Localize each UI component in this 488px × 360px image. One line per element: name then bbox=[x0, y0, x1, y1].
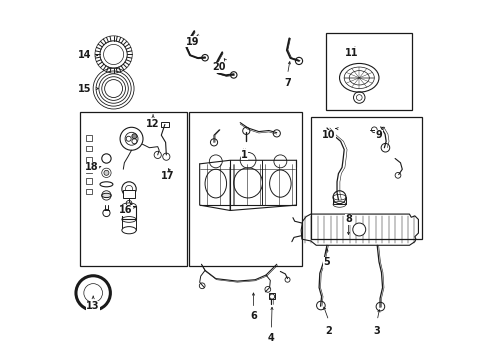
Text: 3: 3 bbox=[373, 325, 380, 336]
Text: 13: 13 bbox=[86, 301, 100, 311]
Text: 12: 12 bbox=[146, 120, 160, 129]
Ellipse shape bbox=[122, 226, 136, 234]
Bar bbox=[86, 157, 92, 162]
Bar bbox=[86, 178, 92, 184]
Bar bbox=[161, 122, 169, 127]
Bar bbox=[86, 146, 92, 151]
Ellipse shape bbox=[102, 193, 111, 198]
Circle shape bbox=[132, 134, 137, 139]
Bar bbox=[188, 112, 301, 266]
Bar bbox=[310, 117, 421, 239]
Bar bbox=[86, 189, 92, 194]
Bar bbox=[86, 167, 92, 173]
Text: 2: 2 bbox=[325, 325, 331, 336]
Text: 18: 18 bbox=[85, 162, 99, 172]
Text: 5: 5 bbox=[323, 257, 330, 267]
Text: 14: 14 bbox=[78, 50, 91, 60]
Text: 20: 20 bbox=[212, 62, 225, 72]
Text: 10: 10 bbox=[322, 130, 335, 140]
Bar bbox=[122, 206, 136, 220]
Bar bbox=[86, 135, 92, 140]
Text: 9: 9 bbox=[375, 130, 382, 140]
Text: 1: 1 bbox=[241, 150, 247, 160]
Text: 8: 8 bbox=[345, 215, 351, 224]
Text: 4: 4 bbox=[267, 333, 274, 343]
Text: 7: 7 bbox=[284, 78, 290, 88]
Bar bbox=[123, 190, 135, 198]
Text: 19: 19 bbox=[185, 37, 199, 47]
Bar bbox=[80, 112, 187, 266]
Bar bbox=[268, 293, 275, 299]
Text: 6: 6 bbox=[249, 311, 256, 321]
Text: 16: 16 bbox=[119, 206, 132, 216]
Circle shape bbox=[104, 170, 109, 175]
Text: 17: 17 bbox=[161, 171, 174, 181]
Bar bbox=[325, 33, 411, 110]
Text: 15: 15 bbox=[78, 84, 91, 94]
Text: 11: 11 bbox=[345, 48, 358, 58]
Circle shape bbox=[352, 223, 365, 236]
